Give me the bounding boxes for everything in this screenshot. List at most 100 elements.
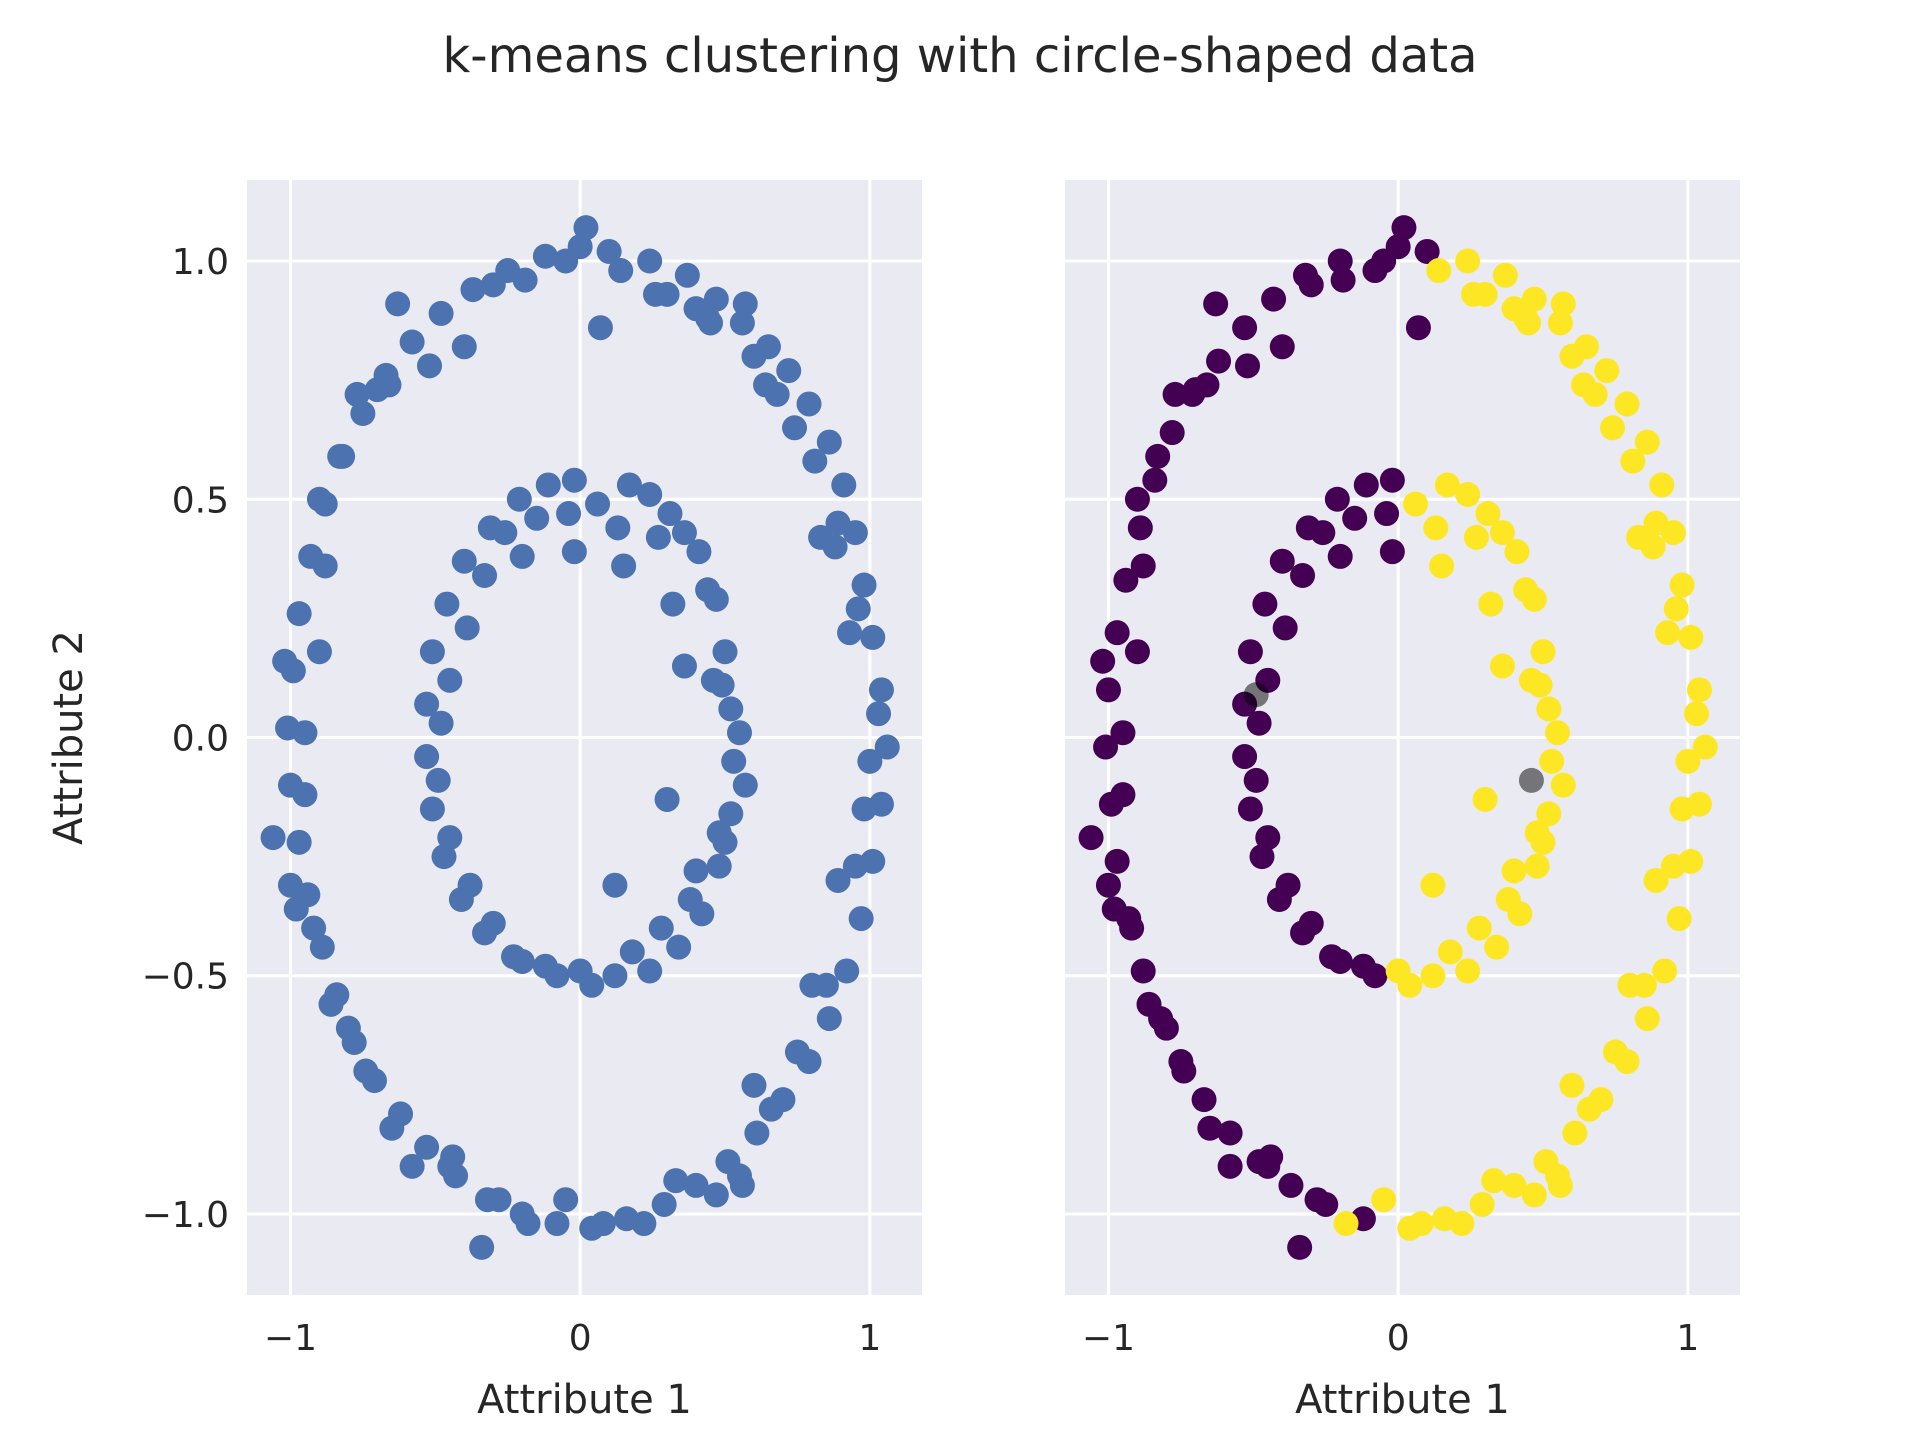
data-point <box>1660 853 1686 879</box>
centroid-marker <box>1518 767 1544 793</box>
data-point <box>726 720 752 746</box>
data-point <box>1330 267 1356 293</box>
data-point <box>1684 701 1710 727</box>
data-point <box>1269 334 1295 360</box>
data-point <box>683 858 709 884</box>
data-point <box>1675 748 1701 774</box>
data-point <box>1275 872 1301 898</box>
data-point <box>611 553 637 579</box>
data-point <box>1235 353 1261 379</box>
data-point <box>796 391 822 417</box>
data-point <box>1466 915 1492 941</box>
data-point <box>437 825 463 851</box>
data-point <box>860 624 886 650</box>
data-point <box>1324 486 1350 512</box>
data-point <box>1217 1120 1243 1146</box>
x-tick-label: 0 <box>569 1318 592 1359</box>
data-point <box>645 524 671 550</box>
data-point <box>327 443 353 469</box>
data-point <box>1127 515 1153 541</box>
x-tick-label: 1 <box>1676 1318 1699 1359</box>
data-point <box>587 315 613 341</box>
data-point <box>1437 939 1463 965</box>
data-point <box>1237 796 1263 822</box>
data-point <box>335 1015 361 1041</box>
centroid-marker <box>1243 682 1269 708</box>
data-point <box>1669 572 1695 598</box>
y-tick-label: 0.0 <box>172 719 229 760</box>
data-point <box>399 1153 425 1179</box>
data-point <box>1472 786 1498 812</box>
data-point <box>851 796 877 822</box>
data-point <box>1516 310 1542 336</box>
data-point <box>515 1211 541 1237</box>
data-point <box>1559 1072 1585 1098</box>
data-point <box>782 415 808 441</box>
data-point <box>1559 343 1585 369</box>
data-point <box>637 958 663 984</box>
data-point <box>631 1211 657 1237</box>
data-point <box>608 258 634 284</box>
data-point <box>1095 872 1121 898</box>
data-point <box>1110 782 1136 808</box>
data-point <box>472 562 498 588</box>
data-point <box>556 501 582 527</box>
subplot-right: −1 0 1 Attribute 1 <box>1065 180 1740 1423</box>
data-point <box>1237 639 1263 665</box>
data-point <box>1600 415 1626 441</box>
data-point <box>642 281 668 307</box>
data-point <box>1527 672 1553 698</box>
data-point <box>1119 915 1145 941</box>
data-point <box>292 720 318 746</box>
data-point <box>1643 867 1669 893</box>
data-point <box>1663 596 1689 622</box>
data-point <box>512 267 538 293</box>
data-point <box>698 310 724 336</box>
data-point <box>524 505 550 531</box>
data-point <box>1472 281 1498 307</box>
data-point <box>585 491 611 517</box>
data-point <box>509 948 535 974</box>
data-point <box>1434 472 1460 498</box>
data-point <box>440 1144 466 1170</box>
data-point <box>1110 720 1136 746</box>
data-point <box>1655 620 1681 646</box>
data-point <box>1342 505 1368 531</box>
data-point <box>561 467 587 493</box>
data-point <box>695 577 721 603</box>
data-point <box>260 825 286 851</box>
data-point <box>428 710 454 736</box>
data-point <box>706 820 732 846</box>
data-point <box>703 1182 729 1208</box>
data-point <box>1420 872 1446 898</box>
data-point <box>837 620 863 646</box>
data-point <box>1475 501 1501 527</box>
data-point <box>353 1058 379 1084</box>
data-point <box>535 472 561 498</box>
data-point <box>1258 1144 1284 1170</box>
data-point <box>1130 553 1156 579</box>
data-point <box>419 796 445 822</box>
data-point <box>414 1134 440 1160</box>
data-point <box>753 372 779 398</box>
data-point <box>1269 548 1295 574</box>
data-point <box>1501 1172 1527 1198</box>
data-point <box>306 639 332 665</box>
data-point <box>822 534 848 560</box>
data-point <box>802 448 828 474</box>
data-point <box>1614 391 1640 417</box>
data-point <box>431 844 457 870</box>
data-point <box>1327 248 1353 274</box>
data-point <box>1513 577 1539 603</box>
data-point <box>1492 262 1518 288</box>
data-point <box>1371 248 1397 274</box>
data-point <box>1379 539 1405 565</box>
data-point <box>744 1120 770 1146</box>
data-point <box>1353 472 1379 498</box>
data-point <box>1232 315 1258 341</box>
data-point <box>379 1115 405 1141</box>
data-point <box>741 1072 767 1098</box>
data-point <box>663 1168 689 1194</box>
data-point <box>286 601 312 627</box>
data-point <box>1374 501 1400 527</box>
